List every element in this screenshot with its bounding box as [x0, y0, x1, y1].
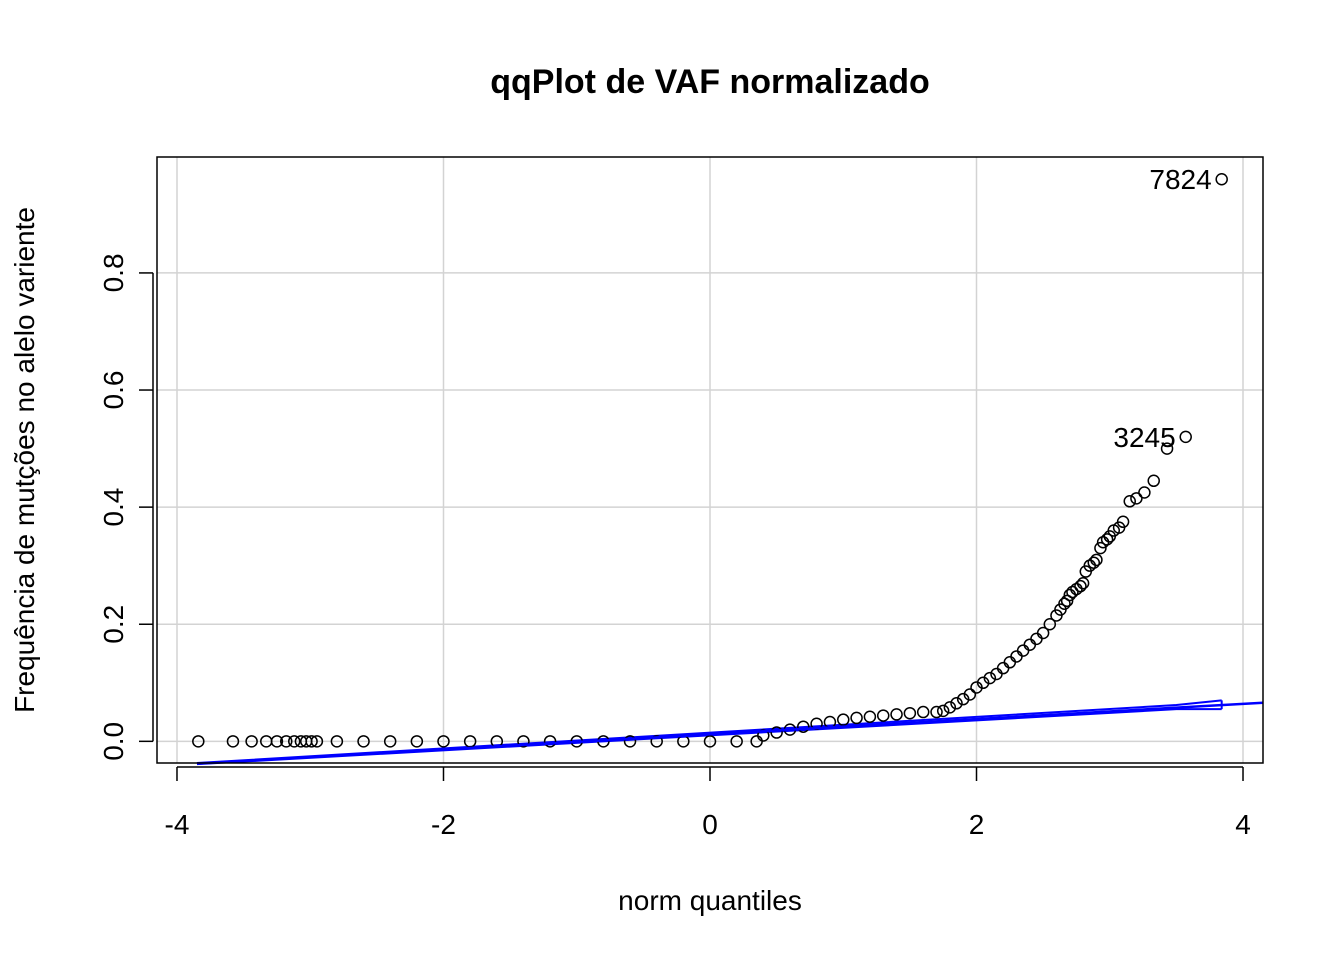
- data-point: [1023, 638, 1037, 651]
- data-point: [1074, 579, 1087, 593]
- data-point: [936, 704, 950, 718]
- data-point: [950, 697, 963, 710]
- y-tick-label: 0.4: [98, 488, 129, 527]
- data-point: [1116, 515, 1130, 529]
- data-point: [1179, 430, 1192, 444]
- data-point: [757, 729, 770, 742]
- data-point: [517, 735, 530, 748]
- data-point: [330, 735, 344, 748]
- y-axis: 0.0 0.2 0.4 0.6 0.8: [98, 253, 154, 761]
- y-tick-label: 0.8: [98, 253, 129, 292]
- data-point: [1030, 632, 1043, 646]
- data-point: [1147, 474, 1160, 488]
- data-point: [1160, 442, 1174, 455]
- x-tick-label: 4: [1235, 809, 1251, 840]
- x-axis-label: norm quantiles: [618, 885, 802, 916]
- data-point: [797, 720, 810, 733]
- data-point: [192, 735, 205, 748]
- data-point: [770, 726, 783, 739]
- data-point: [930, 705, 943, 719]
- data-point: [1066, 585, 1079, 599]
- y-axis-label: Frequência de mutções no alelo variente: [9, 207, 40, 713]
- data-point: [1130, 492, 1143, 505]
- reference-line: [196, 701, 1264, 765]
- data-point: [226, 735, 240, 748]
- data-point: [890, 708, 903, 721]
- data-point: [288, 735, 301, 748]
- x-tick-label: -2: [431, 809, 456, 840]
- grid-lines: [157, 157, 1263, 763]
- data-point: [1094, 541, 1107, 555]
- data-point: [983, 671, 997, 685]
- plot-frame: [156, 156, 1264, 764]
- data-points: [192, 172, 1228, 748]
- data-point: [245, 735, 258, 748]
- data-point: [1010, 650, 1023, 663]
- data-point: [280, 735, 293, 748]
- x-axis: -4 -2 0 2 4: [165, 766, 1251, 840]
- data-point: [1087, 556, 1101, 570]
- qq-reference-line: [196, 701, 1264, 765]
- data-point: [943, 701, 957, 714]
- data-point: [1036, 626, 1050, 640]
- data-point: [996, 661, 1010, 675]
- data-point: [1016, 644, 1030, 657]
- data-point: [730, 735, 743, 748]
- data-point: [1123, 495, 1136, 508]
- data-point: [1043, 617, 1057, 631]
- data-point: [1076, 576, 1090, 590]
- point-annotations: 7824 3245: [1113, 164, 1211, 453]
- data-point: [357, 735, 370, 748]
- data-point: [1090, 553, 1103, 567]
- envelope-upper: [196, 699, 1222, 764]
- chart-title: qqPlot de VAF normalizado: [490, 63, 930, 101]
- y-tick-label: 0.0: [98, 722, 129, 761]
- data-point: [543, 735, 557, 748]
- x-tick-label: 0: [702, 809, 718, 840]
- data-point: [703, 735, 717, 748]
- y-tick-label: 0.6: [98, 371, 129, 410]
- data-point: [305, 735, 318, 748]
- data-point: [1138, 486, 1151, 499]
- data-point: [437, 735, 450, 748]
- data-point: [650, 735, 663, 748]
- data-point: [1003, 656, 1017, 669]
- data-point: [863, 710, 877, 723]
- point-label: 3245: [1113, 422, 1175, 453]
- x-tick-label: -4: [165, 809, 190, 840]
- data-point: [1215, 172, 1228, 186]
- x-tick-label: 2: [969, 809, 985, 840]
- data-point: [876, 709, 890, 722]
- point-label: 7824: [1149, 164, 1211, 195]
- data-point: [916, 705, 930, 719]
- y-tick-label: 0.2: [98, 605, 129, 644]
- data-point: [903, 706, 917, 720]
- data-point: [270, 735, 284, 748]
- data-point: [410, 735, 424, 748]
- data-point: [850, 711, 863, 725]
- data-point: [963, 688, 977, 701]
- data-point: [1060, 594, 1074, 608]
- data-point: [837, 713, 850, 726]
- data-point: [623, 735, 637, 748]
- data-point: [383, 735, 397, 748]
- data-point: [310, 735, 324, 748]
- data-point: [1058, 597, 1071, 610]
- data-point: [1100, 533, 1114, 546]
